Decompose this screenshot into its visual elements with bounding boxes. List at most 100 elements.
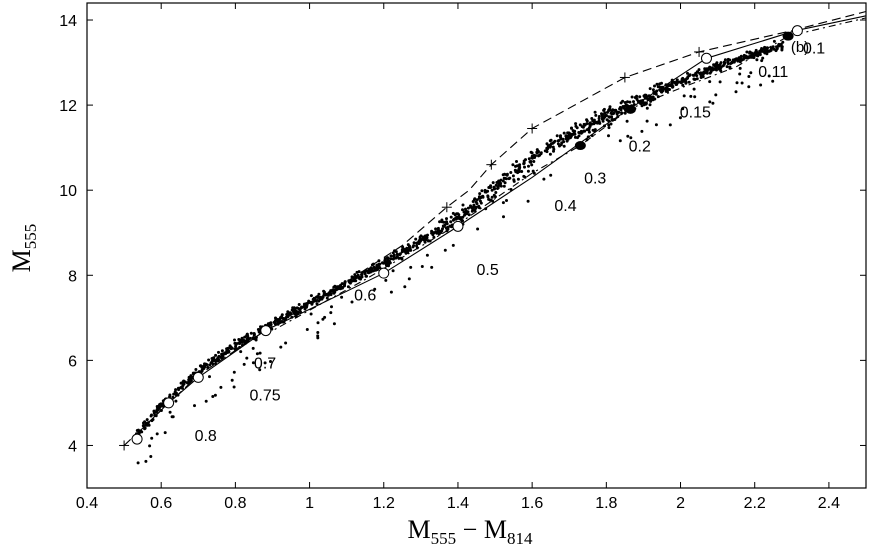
star-point (530, 163, 534, 167)
star-point (380, 261, 384, 265)
star-point (296, 310, 300, 314)
open-circle-marker (700, 52, 712, 64)
star-point (772, 47, 776, 51)
star-point (565, 137, 569, 141)
star-point (694, 72, 698, 76)
star-point (664, 89, 668, 93)
star-point (288, 311, 292, 315)
star-point (693, 95, 697, 99)
star-point (518, 163, 522, 167)
star-point (168, 410, 172, 414)
star-point (591, 119, 595, 123)
star-point (648, 97, 652, 101)
star-point (398, 253, 402, 257)
x-tick-label: 0.8 (224, 495, 246, 512)
star-point (386, 259, 390, 263)
star-point (389, 257, 393, 261)
star-point (555, 134, 559, 138)
star-point (678, 116, 682, 120)
star-point (585, 122, 589, 126)
star-point (359, 277, 362, 281)
star-point (737, 56, 741, 60)
star-point (681, 80, 684, 84)
star-point (683, 78, 686, 82)
star-point (191, 371, 195, 375)
star-point (219, 385, 223, 389)
star-point (733, 57, 737, 61)
star-point (467, 213, 471, 217)
star-point (436, 228, 440, 232)
star-point (587, 130, 591, 134)
star-point (653, 97, 657, 101)
star-point (765, 52, 769, 56)
mass-label: 0.4 (554, 198, 576, 215)
star-point (686, 71, 689, 75)
star-point (420, 265, 424, 268)
star-points (133, 39, 785, 465)
star-point (594, 113, 598, 117)
star-point (618, 106, 622, 109)
star-point (490, 195, 494, 199)
star-point (507, 177, 511, 181)
star-point (757, 51, 761, 55)
star-point (504, 177, 508, 181)
star-point (501, 179, 505, 183)
x-tick-label: 2 (676, 495, 685, 512)
mass-label: 0.8 (195, 428, 217, 445)
star-point (307, 299, 311, 303)
star-point (537, 154, 540, 158)
star-point (329, 293, 333, 297)
star-point (245, 332, 249, 336)
star-point (645, 106, 649, 110)
star-point (640, 129, 644, 133)
star-point (551, 145, 555, 149)
star-point (772, 39, 776, 43)
star-point (251, 346, 255, 350)
star-point (569, 135, 573, 139)
filled-circle-marker (782, 31, 794, 41)
star-point (628, 100, 632, 104)
star-point (384, 278, 388, 282)
star-point (552, 140, 556, 144)
star-point (437, 232, 441, 236)
star-point (473, 197, 477, 201)
star-point (493, 186, 496, 190)
star-point (212, 358, 216, 362)
star-point (562, 140, 566, 144)
star-point (575, 126, 579, 130)
star-point (576, 136, 579, 140)
star-point (449, 215, 453, 219)
mass-label: 0.3 (584, 170, 606, 187)
mass-label: 0.7 (254, 355, 276, 372)
star-point (731, 59, 735, 63)
star-point (771, 79, 775, 83)
star-point (136, 461, 140, 465)
star-point (761, 56, 765, 60)
mass-markers (119, 25, 803, 451)
y-tick-label: 4 (68, 438, 77, 455)
star-point (725, 65, 729, 69)
star-point (391, 257, 395, 261)
star-point (144, 459, 148, 463)
star-point (430, 265, 434, 269)
star-point (523, 165, 526, 169)
star-point (633, 96, 637, 99)
star-point (204, 399, 208, 403)
star-point (340, 295, 344, 299)
star-point (297, 303, 301, 306)
star-point (202, 367, 206, 370)
star-point (233, 338, 236, 342)
x-tick-label: 1 (305, 495, 314, 512)
star-point (609, 111, 613, 115)
star-point (208, 375, 211, 379)
star-point (726, 60, 730, 64)
star-point (648, 87, 652, 91)
star-point (713, 64, 717, 68)
star-point (564, 134, 568, 138)
star-point (263, 361, 267, 365)
star-point (346, 285, 350, 289)
star-point (395, 252, 399, 256)
star-point (315, 295, 319, 299)
